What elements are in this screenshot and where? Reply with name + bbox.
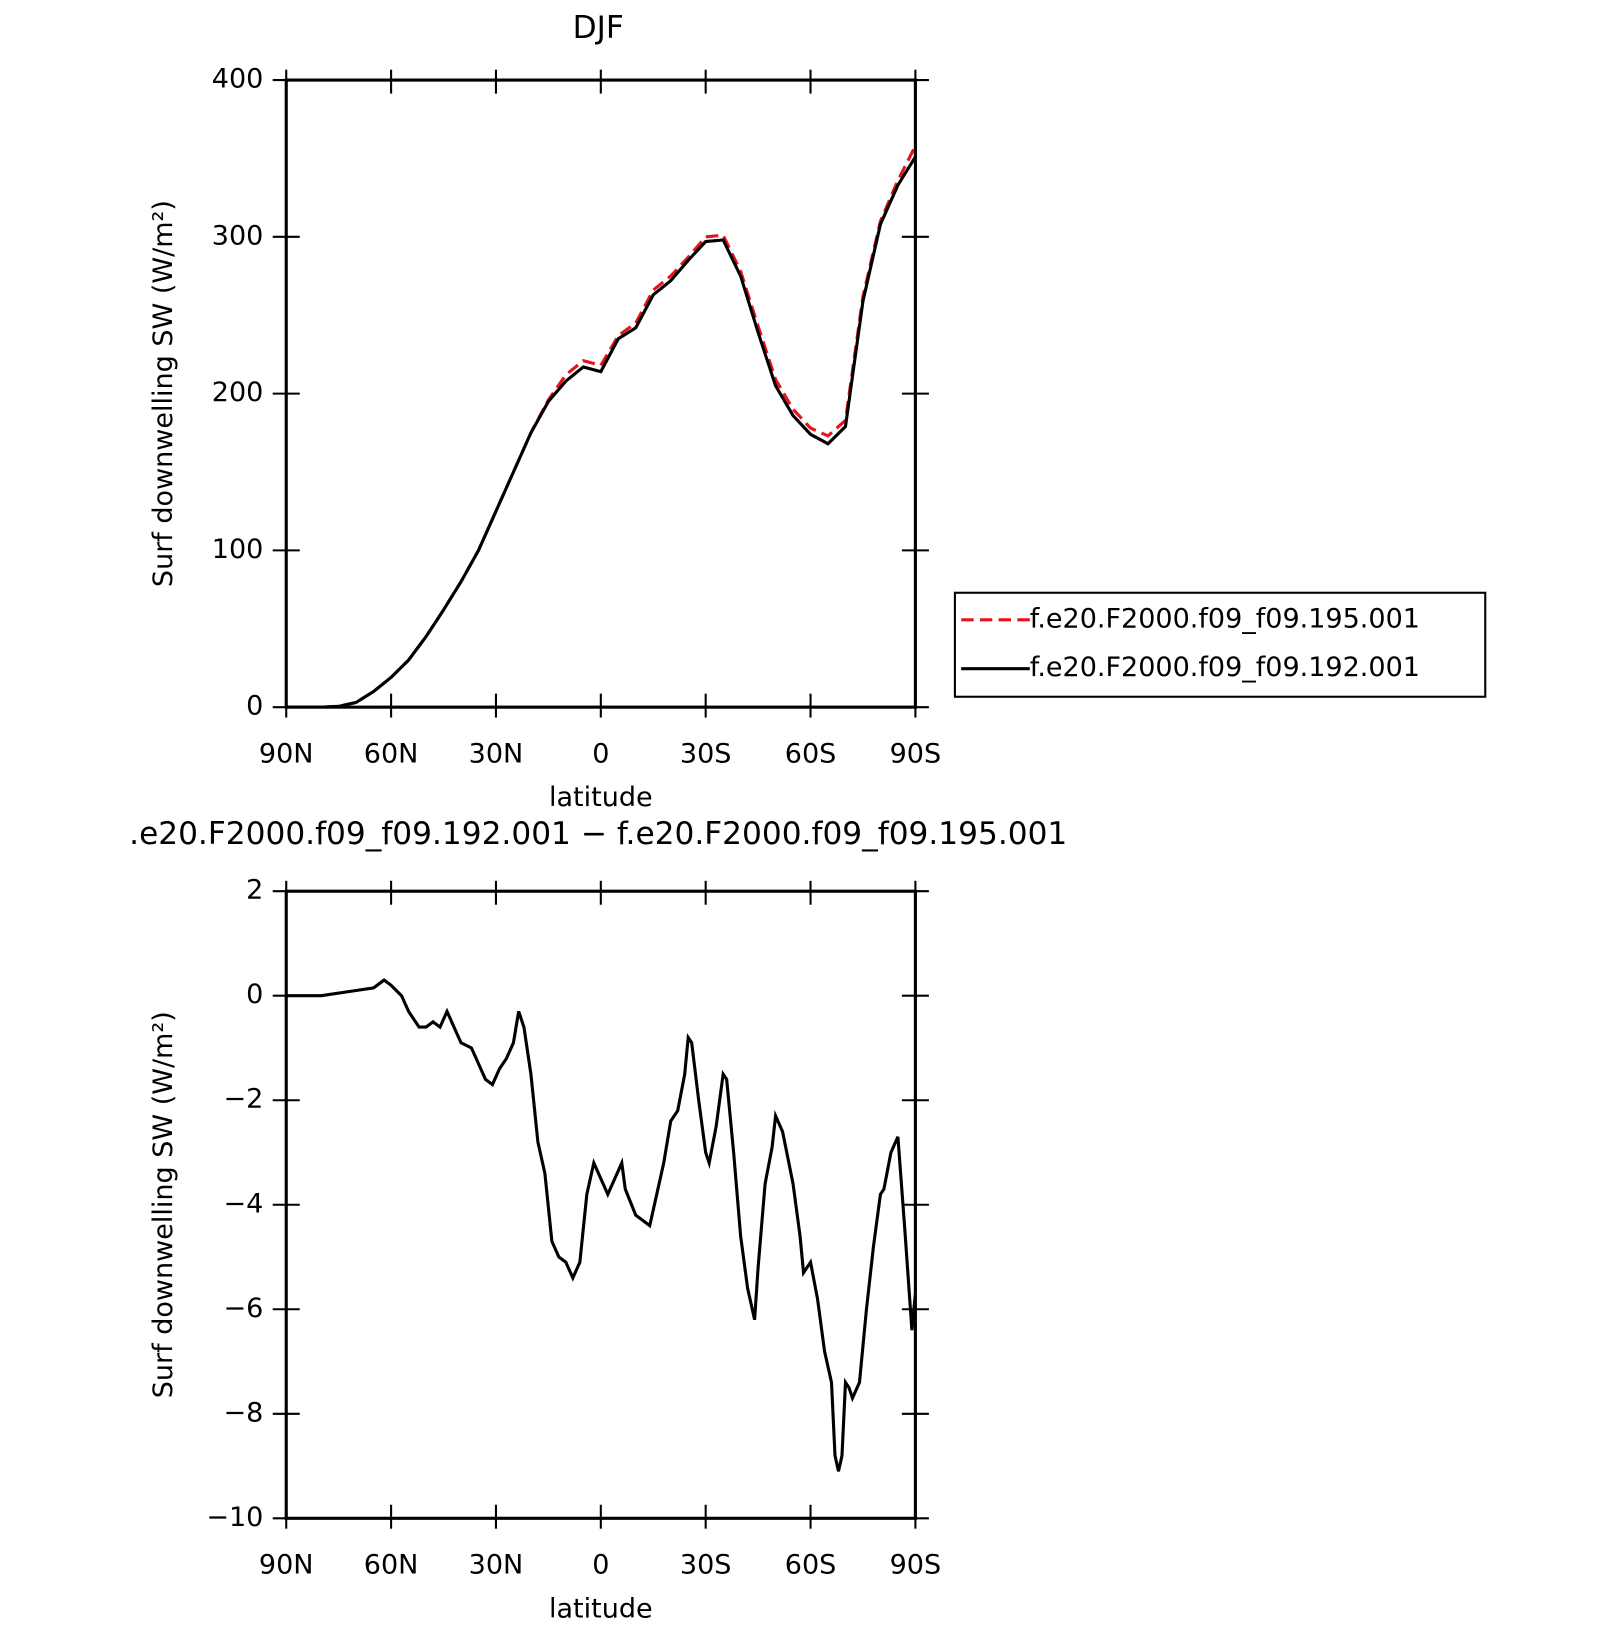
x-axis-label: latitude	[549, 782, 653, 813]
x-tick-label: 0	[592, 1550, 609, 1581]
y-tick-label: −2	[224, 1084, 264, 1115]
x-tick-label: 60S	[785, 738, 837, 769]
y-tick-label: 300	[212, 220, 264, 251]
y-tick-label: 200	[212, 377, 264, 408]
x-tick-label: 90S	[890, 1550, 942, 1581]
y-tick-label: 0	[246, 691, 263, 722]
legend-label: f.e20.F2000.f09_f09.195.001	[1030, 603, 1420, 634]
y-tick-label: −10	[206, 1502, 263, 1533]
x-tick-label: 30S	[680, 738, 732, 769]
legend-box	[953, 591, 1487, 698]
y-tick-label: 0	[246, 979, 263, 1010]
x-tick-label: 90N	[259, 738, 314, 769]
plot-frame	[284, 889, 917, 1520]
x-tick-label: 30N	[469, 1550, 524, 1581]
legend-label: f.e20.F2000.f09_f09.192.001	[1030, 652, 1420, 683]
y-axis-label: Surf downwelling SW (W/m²)	[148, 200, 179, 587]
series-line	[286, 156, 916, 708]
y-tick-label: −6	[224, 1293, 264, 1324]
y-tick-label: 400	[212, 64, 264, 95]
x-tick-label: 30S	[680, 1550, 732, 1581]
x-tick-label: 60S	[785, 1550, 837, 1581]
y-tick-label: 100	[212, 534, 264, 565]
chart-title: DJF	[573, 10, 624, 46]
y-tick-label: −8	[224, 1397, 264, 1428]
x-axis-label: latitude	[549, 1593, 653, 1624]
x-tick-label: 0	[592, 738, 609, 769]
series-line	[286, 978, 916, 1472]
x-tick-label: 60N	[364, 1550, 419, 1581]
y-axis-label: Surf downwelling SW (W/m²)	[148, 1011, 179, 1398]
plot-frame	[284, 78, 917, 709]
y-tick-label: 2	[246, 875, 263, 906]
x-tick-label: 30N	[469, 738, 524, 769]
y-tick-label: −4	[224, 1188, 264, 1219]
x-tick-label: 90N	[259, 1550, 314, 1581]
x-tick-label: 90S	[890, 738, 942, 769]
series-line	[286, 145, 916, 708]
x-tick-label: 60N	[364, 738, 419, 769]
chart-title: .e20.F2000.f09_f09.192.001 − f.e20.F2000…	[129, 816, 1067, 852]
